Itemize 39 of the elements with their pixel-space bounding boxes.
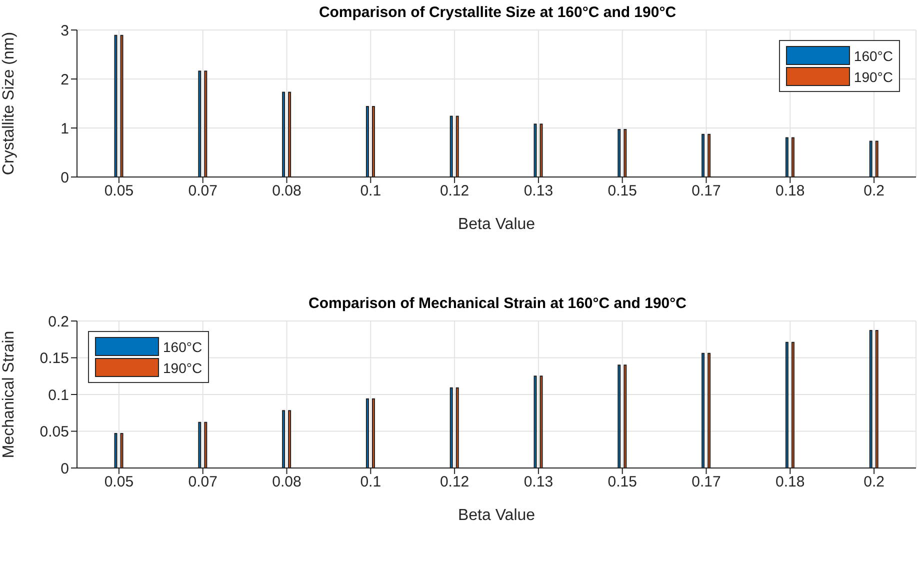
x-tick-label: 0.15 (608, 182, 637, 200)
y-tick-label: 0.1 (48, 386, 69, 404)
y-tick-label: 1 (60, 120, 69, 138)
y-axis-title: Crystallite Size (nm) (0, 32, 18, 176)
legend-label: 160°C (854, 48, 893, 64)
x-tick-label: 0.17 (692, 182, 721, 200)
legend-label: 190°C (163, 360, 202, 376)
x-tick-label: 0.08 (272, 182, 302, 200)
y-axis-title: Mechanical Strain (0, 330, 18, 458)
chart-title: Comparison of Crystallite Size at 160°C and 190°C (318, 4, 678, 21)
x-tick-label: 0.18 (776, 182, 805, 200)
x-tick-label: 0.07 (188, 474, 218, 491)
x-axis-title: Beta Value (458, 216, 536, 233)
x-tick-label: 0.07 (188, 182, 218, 200)
x-tick-label: 0.2 (864, 182, 884, 200)
y-tick-label: 0.15 (40, 350, 69, 368)
y-tick-label: 3 (60, 22, 69, 40)
x-tick-label: 0.05 (104, 474, 134, 491)
x-tick-label: 0.18 (776, 474, 805, 491)
x-tick-label: 0.17 (692, 474, 721, 491)
x-tick-label: 0.2 (864, 474, 884, 491)
x-tick-label: 0.13 (524, 182, 554, 200)
x-tick-label: 0.12 (440, 474, 470, 491)
x-tick-label: 0.05 (104, 182, 134, 200)
legend-label: 190°C (854, 68, 893, 84)
y-tick-label: 2 (60, 71, 69, 88)
y-tick-label: 0 (60, 460, 69, 478)
y-tick-label: 0 (60, 169, 69, 186)
chart-title: Comparison of Mechanical Strain at 160°C and 190°C (308, 295, 688, 312)
x-tick-label: 0.1 (360, 474, 382, 491)
x-tick-label: 0.13 (524, 474, 554, 491)
y-tick-label: 0.05 (40, 424, 69, 441)
x-tick-label: 0.15 (608, 474, 637, 491)
legend-label: 160°C (163, 338, 202, 354)
x-tick-label: 0.1 (360, 182, 382, 200)
x-tick-label: 0.12 (440, 182, 470, 200)
x-tick-label: 0.08 (272, 474, 302, 491)
x-axis-title: Beta Value (458, 507, 536, 524)
y-tick-label: 0.2 (48, 313, 69, 330)
